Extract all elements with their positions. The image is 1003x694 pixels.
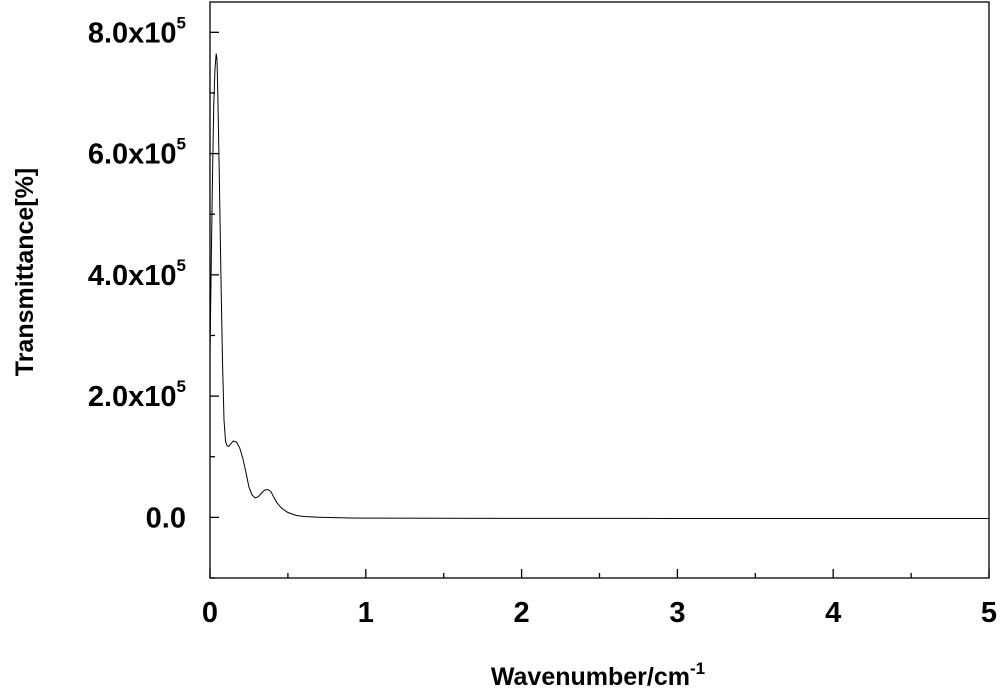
x-tick-label: 4	[825, 597, 841, 629]
y-axis-title: Transmittance[%]	[11, 168, 39, 376]
series-line	[209, 53, 989, 519]
x-tick-label: 0	[202, 597, 218, 629]
y-axis-ticks: 0.0 2.0x105 4.0x105 6.0x105 8.0x105	[88, 13, 219, 579]
x-axis-title: Wavenumber/cm-1	[491, 659, 705, 691]
x-axis-ticks: 0 1 2 3 4 5	[202, 569, 997, 629]
x-tick-label: 2	[514, 597, 530, 629]
plot-frame	[209, 1, 990, 579]
y-tick-label: 0.0	[146, 502, 186, 534]
y-tick-label: 6.0x105	[88, 135, 186, 171]
x-tick-label: 5	[981, 597, 997, 629]
y-tick-label: 2.0x105	[88, 377, 186, 413]
y-tick-label: 8.0x105	[88, 13, 186, 49]
x-tick-label: 3	[669, 597, 685, 629]
y-tick-label: 4.0x105	[88, 256, 186, 292]
x-tick-label: 1	[358, 597, 374, 629]
